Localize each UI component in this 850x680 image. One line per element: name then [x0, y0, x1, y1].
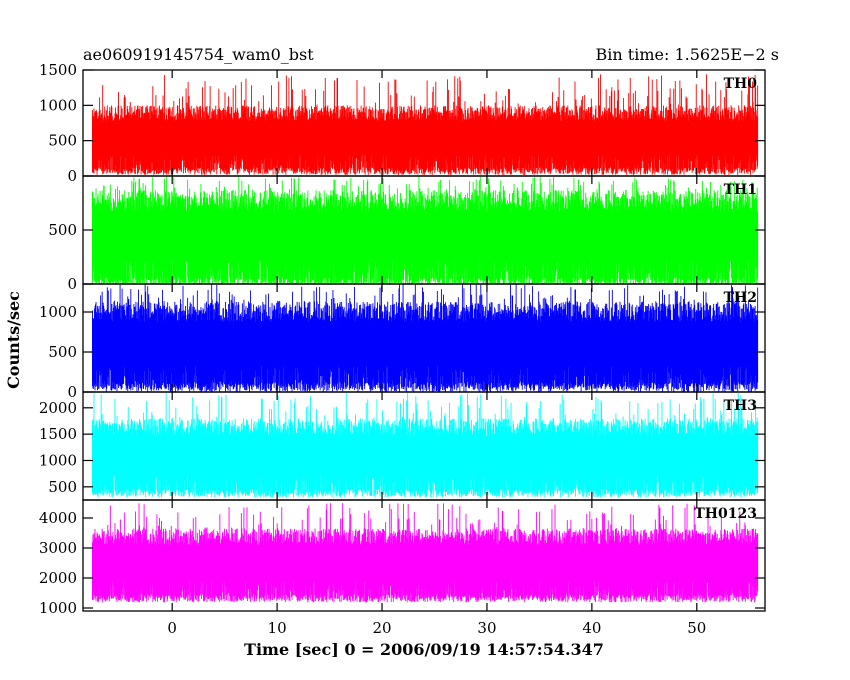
chart-title: ae060919145754_wam0_bst [83, 45, 314, 64]
y-tick-label: 500 [48, 132, 77, 150]
bin-time-label: Bin time: 1.5625E−2 s [596, 45, 779, 64]
y-tick-label: 0 [67, 275, 77, 293]
y-tick-label: 1000 [39, 96, 77, 114]
y-tick-label: 500 [48, 343, 77, 361]
y-tick-label: 500 [48, 221, 77, 239]
y-tick-label: 1000 [39, 599, 77, 617]
panels-group: 050010001500TH00500TH105001000TH25001000… [39, 61, 766, 637]
series-th0123 [91, 503, 759, 603]
x-tick-label: 0 [167, 619, 177, 637]
y-tick-label: 0 [67, 383, 77, 401]
panel-label-th0123: TH0123 [694, 506, 757, 522]
x-tick-label: 30 [477, 619, 496, 637]
x-axis-label: Time [sec] 0 = 2006/09/19 14:57:54.347 [244, 640, 604, 659]
y-tick-label: 1000 [39, 451, 77, 469]
y-tick-label: 1500 [39, 61, 77, 79]
panel-frame-th0123 [82, 499, 766, 612]
panel-th0123: 1000 2000 3000 4000 TH0123 [39, 499, 766, 617]
y-tick-label: 4000 [39, 509, 77, 527]
series-th3 [91, 392, 759, 498]
y-tick-label: 0 [67, 167, 77, 185]
y-tick-label: 2000 [39, 569, 77, 587]
panel-label-th2: TH2 [724, 290, 757, 306]
y-tick-label: 2000 [39, 399, 77, 417]
panel-label-th3: TH3 [724, 398, 757, 414]
series-th1 [91, 176, 759, 284]
panel-th0: 0 500 1000 1500 TH0 [39, 61, 766, 185]
y-tick-label: 1500 [39, 425, 77, 443]
x-tick-label: 20 [372, 619, 391, 637]
panel-th2: 0 500 1000 TH2 [39, 283, 766, 401]
series-th0 [91, 74, 759, 175]
y-axis-label: Counts/sec [4, 291, 23, 389]
y-tick-label: 500 [48, 478, 77, 496]
x-tick-label: 50 [687, 619, 706, 637]
series-th2 [91, 284, 759, 392]
panel-label-th1: TH1 [724, 182, 757, 198]
y-tick-label: 3000 [39, 539, 77, 557]
panel-th1: 0 500 TH1 [48, 175, 766, 293]
panel-label-th0: TH0 [724, 76, 758, 92]
x-tick-label: 40 [582, 619, 601, 637]
x-tick-label: 10 [268, 619, 287, 637]
y-tick-label: 1000 [39, 303, 77, 321]
panel-th3: 500 1000 1500 2000 TH3 [39, 391, 766, 501]
